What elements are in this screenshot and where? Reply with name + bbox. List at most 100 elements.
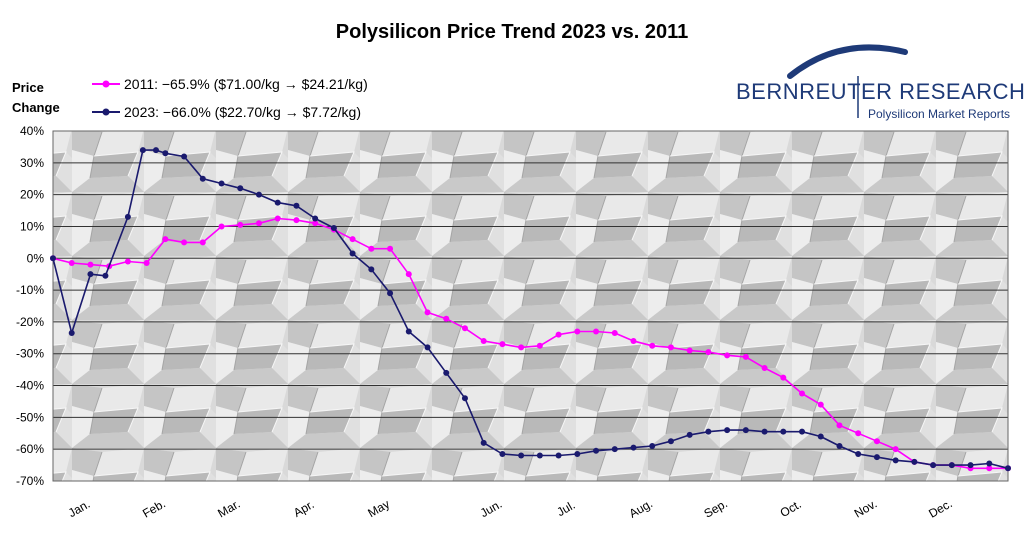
data-point-2011 [256, 220, 262, 226]
data-point-2011 [425, 309, 431, 315]
data-point-2023 [219, 181, 225, 187]
data-point-2011 [237, 222, 243, 228]
data-point-2023 [911, 459, 917, 465]
data-point-2011 [780, 375, 786, 381]
data-point-2023 [818, 433, 824, 439]
x-tick-label: Jul. [554, 498, 577, 519]
y-tick-label: -20% [16, 315, 44, 329]
data-point-2011 [874, 438, 880, 444]
data-point-2023 [69, 330, 75, 336]
data-point-2023 [162, 150, 168, 156]
legend-label-2023: 2023: −66.0% ($22.70/kg → $7.72/kg) [124, 104, 361, 120]
x-tick-label: Mar. [215, 497, 242, 521]
data-point-2023 [612, 446, 618, 452]
data-point-2011 [855, 430, 861, 436]
y-tick-label: -70% [16, 474, 44, 488]
data-point-2011 [649, 343, 655, 349]
data-point-2023 [574, 451, 580, 457]
data-point-2023 [125, 214, 131, 220]
y-tick-label: 30% [20, 156, 44, 170]
data-point-2023 [443, 370, 449, 376]
legend: 2011: −65.9% ($71.00/kg → $24.21/kg) 202… [92, 76, 368, 120]
data-point-2011 [893, 446, 899, 452]
data-point-2023 [181, 153, 187, 159]
legend-item-2011[interactable]: 2011: −65.9% ($71.00/kg → $24.21/kg) [92, 76, 368, 92]
data-point-2023 [406, 328, 412, 334]
data-point-2023 [312, 216, 318, 222]
y-tick-label: 10% [20, 219, 44, 233]
x-tick-label: Oct. [778, 497, 804, 520]
y-axis-ticks: 40% 30% 20% 10% 0% -10% -20% -30% -40% -50% -60% -7… [16, 124, 44, 488]
data-point-2011 [200, 239, 206, 245]
y-tick-label: -60% [16, 442, 44, 456]
y-tick-label: -10% [16, 283, 44, 297]
data-point-2023 [256, 192, 262, 198]
data-point-2023 [593, 448, 599, 454]
data-point-2011 [537, 343, 543, 349]
data-point-2011 [687, 348, 693, 354]
y-axis-label-line1: Price [12, 80, 44, 95]
y-tick-label: -30% [16, 347, 44, 361]
data-point-2023 [949, 462, 955, 468]
data-point-2011 [593, 328, 599, 334]
data-point-2023 [102, 273, 108, 279]
data-point-2011 [368, 246, 374, 252]
x-tick-label: Jan. [66, 497, 93, 520]
data-point-2011 [406, 271, 412, 277]
data-point-2011 [556, 332, 562, 338]
data-point-2023 [50, 255, 56, 261]
data-point-2011 [181, 239, 187, 245]
data-point-2023 [780, 429, 786, 435]
y-axis-label-line2: Change [12, 100, 60, 115]
data-point-2023 [1005, 465, 1011, 471]
data-point-2011 [668, 344, 674, 350]
chart-root: Polysilicon Price Trend 2023 vs. 2011 Pr… [0, 0, 1024, 536]
data-point-2011 [518, 344, 524, 350]
data-point-2011 [144, 260, 150, 266]
data-point-2023 [556, 453, 562, 459]
x-axis-ticks: Jan. Feb. Mar. Apr. May Jun. Jul. Aug. Sep. Oct. N… [66, 496, 955, 520]
y-tick-label: 40% [20, 124, 44, 138]
data-point-2011 [219, 223, 225, 229]
data-point-2023 [743, 427, 749, 433]
data-point-2023 [237, 185, 243, 191]
data-point-2011 [125, 258, 131, 264]
y-tick-label: 0% [27, 251, 45, 265]
data-point-2023 [986, 461, 992, 467]
data-point-2011 [87, 262, 93, 268]
chart-title: Polysilicon Price Trend 2023 vs. 2011 [336, 21, 688, 43]
data-point-2023 [462, 395, 468, 401]
x-tick-label: Aug. [627, 496, 655, 520]
data-point-2023 [649, 443, 655, 449]
data-point-2023 [153, 147, 159, 153]
x-tick-label: Sep. [702, 496, 730, 520]
y-tick-label: -50% [16, 410, 44, 424]
logo-arc-icon [790, 47, 905, 76]
data-point-2011 [293, 217, 299, 223]
data-point-2011 [481, 338, 487, 344]
data-point-2011 [275, 216, 281, 222]
data-point-2023 [930, 462, 936, 468]
data-point-2023 [874, 454, 880, 460]
data-point-2011 [462, 325, 468, 331]
data-point-2023 [481, 440, 487, 446]
data-point-2023 [968, 462, 974, 468]
data-point-2023 [705, 429, 711, 435]
data-point-2011 [799, 391, 805, 397]
data-point-2011 [724, 352, 730, 358]
data-point-2011 [818, 402, 824, 408]
legend-item-2023[interactable]: 2023: −66.0% ($22.70/kg → $7.72/kg) [92, 104, 361, 120]
data-point-2011 [743, 354, 749, 360]
data-point-2023 [855, 451, 861, 457]
data-point-2011 [69, 260, 75, 266]
data-point-2023 [387, 290, 393, 296]
data-point-2023 [724, 427, 730, 433]
data-point-2011 [762, 365, 768, 371]
data-point-2011 [836, 422, 842, 428]
x-tick-label: Jun. [478, 497, 505, 520]
x-tick-label: Dec. [926, 496, 954, 520]
data-point-2011 [612, 330, 618, 336]
plot-background [53, 131, 1008, 481]
data-point-2023 [537, 453, 543, 459]
x-tick-label: Nov. [852, 497, 880, 521]
